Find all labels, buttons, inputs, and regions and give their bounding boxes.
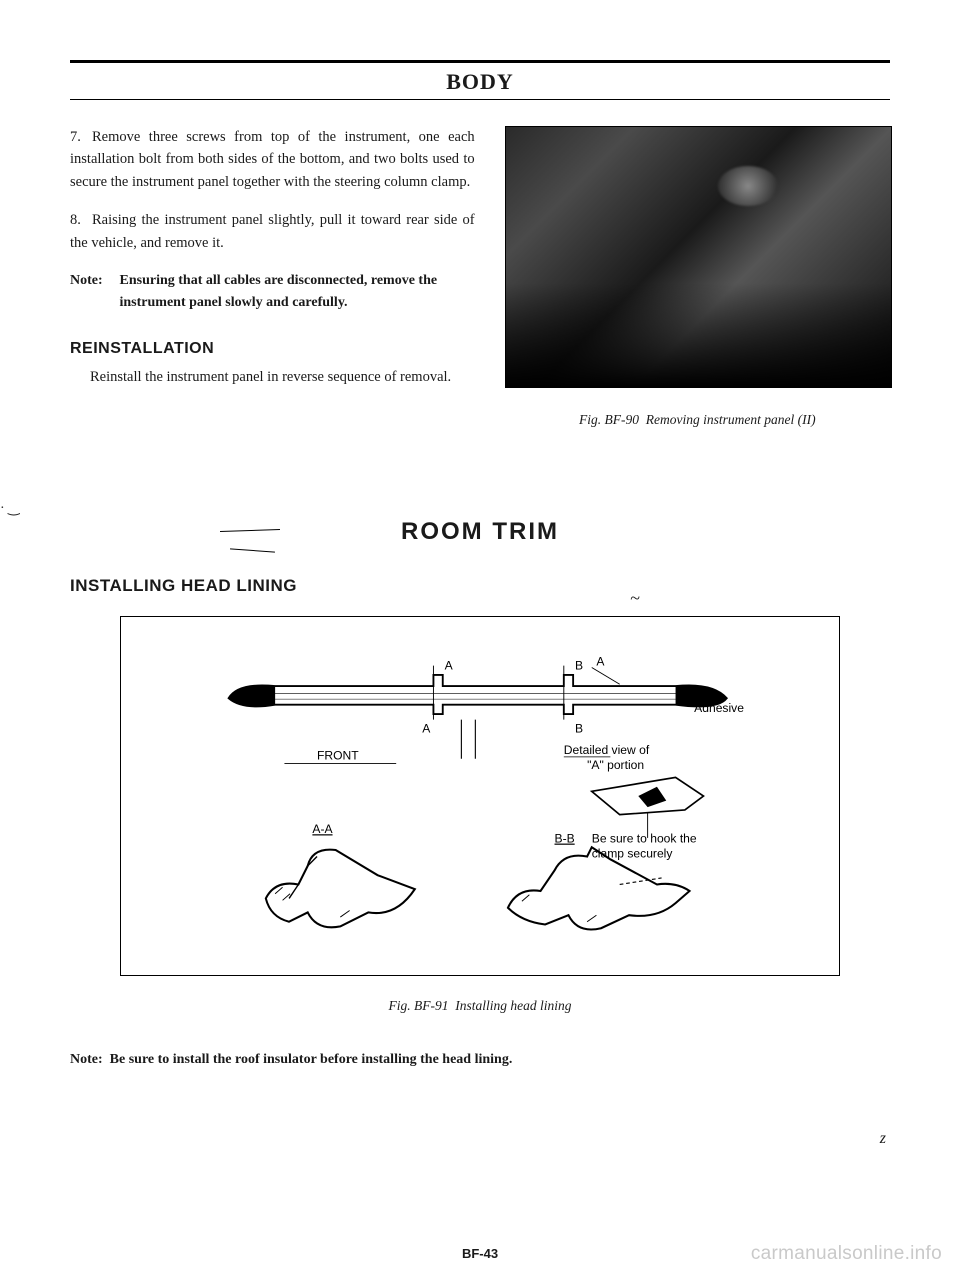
note-block-2: Note: Be sure to install the roof insula… [70,1052,890,1068]
label-a: A [596,655,605,669]
step-text: Remove three screws from top of the inst… [70,129,475,190]
figure-90-caption: Fig. BF-90 Removing instrument panel (II… [505,412,890,428]
note-text: Ensuring that all cables are disconnecte… [120,270,475,313]
diagram-svg: A A B B A FRONT Adhesive Detailed view o… [151,647,809,945]
figure-number: Fig. BF-91 [389,998,449,1013]
dash-mark [230,548,275,552]
label-b: B [575,722,583,736]
figure-90-photo [505,126,892,388]
figure-number: Fig. BF-90 [579,412,639,427]
label-a: A [445,658,454,672]
section-aa [266,850,415,928]
figure-91-diagram: A A B B A FRONT Adhesive Detailed view o… [120,616,840,976]
dash-mark [220,529,280,532]
room-trim-heading: ROOM TRIM [70,518,890,546]
label-adhesive: Adhesive [694,701,744,715]
trim-outline [229,675,727,714]
label-hook: Be sure to hook the clamp securely [592,832,700,861]
label-a: A [422,722,431,736]
label-detailed: Detailed view of "A" portion [564,743,653,772]
step-7: 7.Remove three screws from top of the in… [70,126,475,193]
label-b: B [575,658,583,672]
figure-91-caption: Fig. BF-91 Installing head lining [70,998,890,1014]
right-column: Fig. BF-90 Removing instrument panel (II… [505,126,890,428]
step-number: 7. [70,126,92,148]
note-label: Note: [70,1052,103,1067]
figure-title: Installing head lining [455,998,571,1013]
page-container: BODY 7.Remove three screws from top of t… [0,0,960,1283]
note-label: Note: [70,270,116,292]
room-trim-text: ROOM TRIM [401,518,559,545]
stray-z: z [880,1130,886,1148]
step-number: 8. [70,209,92,231]
label-aa: A-A [312,822,333,836]
label-bb: B-B [555,832,575,846]
left-column: 7.Remove three screws from top of the in… [70,126,475,428]
figure-title: Removing instrument panel (II) [646,412,816,427]
label-front: FRONT [317,749,359,763]
note-block-1: Note: Ensuring that all cables are disco… [70,270,475,313]
installing-head-lining-heading: INSTALLING HEAD LINING [70,576,890,596]
stray-mark: · ‿ [0,500,19,517]
two-column-layout: 7.Remove three screws from top of the in… [70,126,890,428]
step-text: Raising the instrument panel slightly, p… [70,212,475,250]
step-8: 8.Raising the instrument panel slightly,… [70,209,475,254]
header-rule-top [70,60,890,63]
reinstallation-text: Reinstall the instrument panel in revers… [70,366,475,388]
note-text: Be sure to install the roof insulator be… [110,1052,513,1067]
stray-tilde: ~ [630,588,640,609]
detail-a-fill [638,787,666,807]
reinstallation-heading: REINSTALLATION [70,340,475,358]
watermark: carmanualsonline.info [751,1243,942,1265]
page-header: BODY [70,65,890,100]
